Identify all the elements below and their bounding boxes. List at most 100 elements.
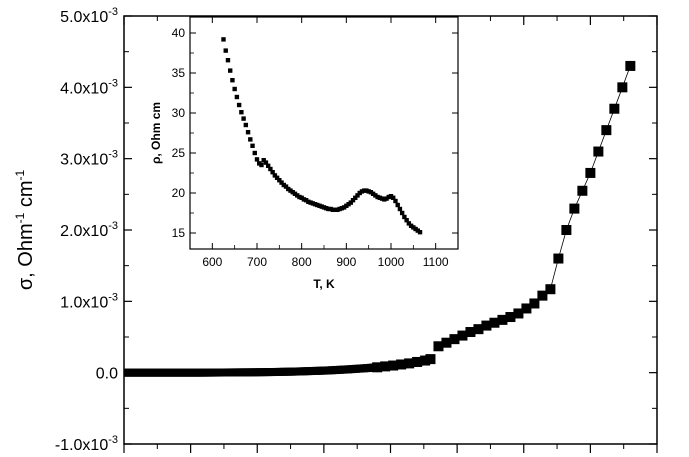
main-data-point-dense [149,368,158,377]
inset-data-point [373,193,378,198]
main-data-point [577,185,588,196]
inset-data-point [362,188,367,193]
inset-data-point [279,180,284,185]
inset-background [190,17,458,249]
inset-data-point [268,166,273,172]
main-data-point-dense [319,366,328,375]
main-data-point [617,82,628,93]
inset-data-point [295,193,300,198]
inset-data-point [399,210,405,216]
main-data-point [521,303,532,314]
main-data-point-dense [127,368,136,377]
inset-data-point [228,68,233,73]
inset-y-tick-label: 15 [172,226,186,240]
main-y-tick-label: -1.0x10-3 [55,434,118,454]
main-data-point [593,146,604,157]
main-data-point-dense [266,368,275,377]
inset-y-tick-label: 35 [172,66,186,80]
inset-data-point [330,207,336,212]
inset-y-axis-label: ρ, Ohm cm [149,102,163,164]
inset-data-point [283,184,289,189]
inset-data-point [230,78,235,83]
main-data-point-dense [309,366,318,375]
main-data-point-dense [287,367,296,376]
main-data-point-dense [255,368,264,377]
inset-data-point [417,230,423,235]
main-data-point-dense [213,368,222,377]
inset-data-point [245,130,251,135]
inset-data-point [348,200,353,205]
inset-data-point [270,170,275,175]
inset-x-ticks: 600 700 800 900 1000 1100 [202,17,449,269]
main-y-tick-exponent: -3 [108,149,118,161]
inset-y-tick-label: 40 [172,26,186,40]
main-data-point-dense [181,368,190,377]
inset-data-point [310,201,316,206]
main-data-point-dense [234,368,243,377]
inset-data-point [379,196,385,201]
inset-data-point [299,195,304,200]
inset-data-point [346,202,351,207]
inset-data-point [225,58,231,63]
inset-x-tick-label: 1000 [378,255,405,269]
inset-data-point [303,198,309,203]
inset-data-point [368,190,374,195]
main-data-point [609,103,620,114]
inset-data-point [388,194,394,199]
main-y-tick-label: 4.0x10-3 [60,77,118,97]
inset-data-point [221,37,226,42]
main-data-point [449,334,460,345]
ylabel-symbol: σ, Ohm [15,223,37,290]
inset-data-point [223,48,228,53]
inset-data-point [395,202,400,208]
inset-y-tick-label: 25 [172,146,186,160]
main-data-point [561,225,572,235]
inset-data-point [234,94,240,100]
inset-y-tick-label: 20 [172,186,186,200]
inset-data-point [335,207,340,212]
main-data-points [124,60,636,377]
inset-x-tick-label: 1100 [423,255,449,269]
inset-data-point [359,189,365,194]
inset-data-point [411,225,416,230]
inset-data-point [357,190,362,196]
inset-data-point [306,199,311,204]
main-y-tick-mantissa: 1.0x10 [60,294,108,311]
inset-data-point [391,195,396,200]
inset-x-tick-label: 700 [247,255,267,269]
main-data-point-dense [223,368,232,377]
ylabel-exp1: -1 [13,212,27,223]
inset-data-point [408,223,414,228]
main-data-point [625,60,636,71]
main-data-point [441,337,452,348]
main-data-point [505,312,516,323]
inset-data-point [317,203,322,208]
inset-y-tick-label: 30 [172,106,186,120]
inset-data-point [254,157,260,162]
main-data-point [497,314,508,325]
main-y-tick-label: 0.0 [96,366,118,383]
inset-data-point [243,122,249,128]
main-data-point-dense [362,364,371,373]
main-y-tick-exponent: -3 [108,220,118,232]
main-data-point [537,290,548,301]
inset-data-point [274,175,280,180]
main-y-tick-exponent: -3 [108,291,118,303]
main-data-point [433,341,444,352]
inset-data-point [239,110,244,115]
inset-data-point [386,194,391,200]
inset-data-point [321,205,327,210]
main-data-point-dense [170,368,179,377]
inset-x-tick-label: 900 [336,255,356,269]
inset-data-point [259,162,264,168]
inset-data-point [290,190,295,195]
inset-data-point [319,204,324,209]
inset-data-point [350,198,356,203]
inset-data-point [288,188,293,193]
inset-data-point [277,178,282,183]
inset-data-point [382,197,387,202]
main-data-point-dense [425,355,434,364]
main-data-point-dense [159,368,168,377]
inset-data-point [292,191,298,196]
ylabel-exp2: -1 [13,169,27,180]
